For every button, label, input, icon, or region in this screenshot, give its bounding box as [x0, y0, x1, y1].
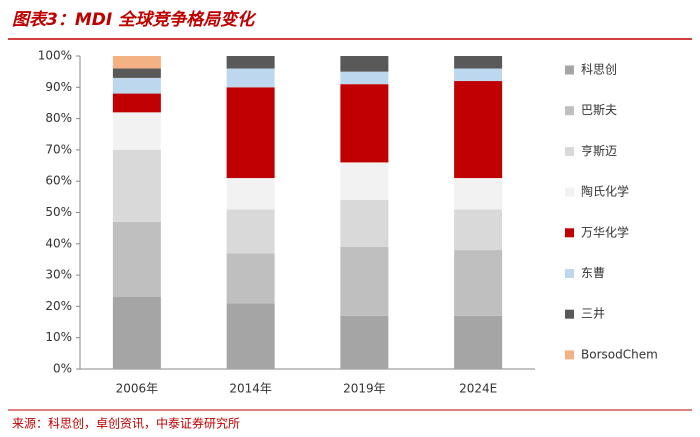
y-tick-label: 0%	[53, 362, 72, 376]
bar-segment	[226, 56, 275, 69]
legend-label: 亨斯迈	[581, 143, 617, 158]
legend-label: BorsodChem	[581, 347, 658, 361]
legend-swatch	[565, 228, 574, 238]
x-tick-label: 2006年	[116, 382, 159, 396]
bar-segment	[226, 178, 275, 210]
legend-swatch	[565, 65, 574, 75]
bar-segment	[454, 68, 503, 82]
bar-segment	[226, 68, 275, 88]
bar-segment	[340, 199, 389, 247]
bar-segment	[112, 149, 161, 222]
bar-segment	[226, 303, 275, 369]
bar-segment	[340, 71, 389, 85]
bar-segment	[454, 81, 503, 179]
x-tick-label: 2014年	[229, 382, 272, 396]
bar-segment	[112, 112, 161, 150]
bar-segment	[112, 221, 161, 298]
bar-segment	[340, 246, 389, 316]
bar-segment	[454, 178, 503, 210]
bar-segment	[226, 209, 275, 254]
bar-segment	[112, 77, 161, 94]
legend-swatch	[565, 187, 574, 197]
bar-segment	[112, 93, 161, 113]
y-tick-label: 90%	[45, 80, 72, 94]
bar-segment	[340, 56, 389, 72]
source: 来源：科思创，卓创资讯，中泰证券研究所	[12, 416, 240, 431]
legend-swatch	[565, 106, 574, 116]
legend-swatch	[565, 146, 574, 156]
y-tick-label: 100%	[38, 49, 72, 63]
bar-segment	[112, 68, 161, 78]
bar-segment	[454, 250, 503, 316]
bar-segment	[454, 315, 503, 369]
x-tick-label: 2024E	[459, 382, 497, 396]
bar-segment	[340, 315, 389, 369]
y-tick-label: 50%	[45, 205, 72, 219]
bar-segment	[454, 56, 503, 69]
legend-label: 巴斯夫	[581, 103, 617, 117]
y-tick-label: 80%	[45, 111, 72, 125]
bar-segment	[226, 253, 275, 304]
legend-label: 陶氏化学	[581, 184, 629, 199]
bar-segment	[454, 209, 503, 251]
bar-segment	[226, 87, 275, 179]
chart-title: 图表3：MDI 全球竞争格局变化	[12, 10, 257, 30]
y-tick-label: 30%	[45, 268, 72, 282]
bar-segment	[112, 297, 161, 369]
legend-swatch	[565, 350, 574, 360]
y-tick-label: 10%	[45, 330, 72, 344]
bar-segment	[340, 162, 389, 200]
x-tick-label: 2019年	[343, 382, 386, 396]
legend-label: 东曹	[581, 266, 605, 280]
y-tick-label: 40%	[45, 236, 72, 250]
y-tick-label: 60%	[45, 174, 72, 188]
bar-segment	[340, 84, 389, 163]
legend-label: 科思创	[581, 63, 617, 77]
legend-label: 三井	[581, 307, 605, 321]
legend-label: 万华化学	[581, 224, 629, 239]
bar-segment	[112, 56, 161, 69]
legend-swatch	[565, 309, 574, 319]
y-tick-label: 20%	[45, 299, 72, 313]
y-tick-label: 70%	[45, 142, 72, 156]
legend-swatch	[565, 269, 574, 278]
